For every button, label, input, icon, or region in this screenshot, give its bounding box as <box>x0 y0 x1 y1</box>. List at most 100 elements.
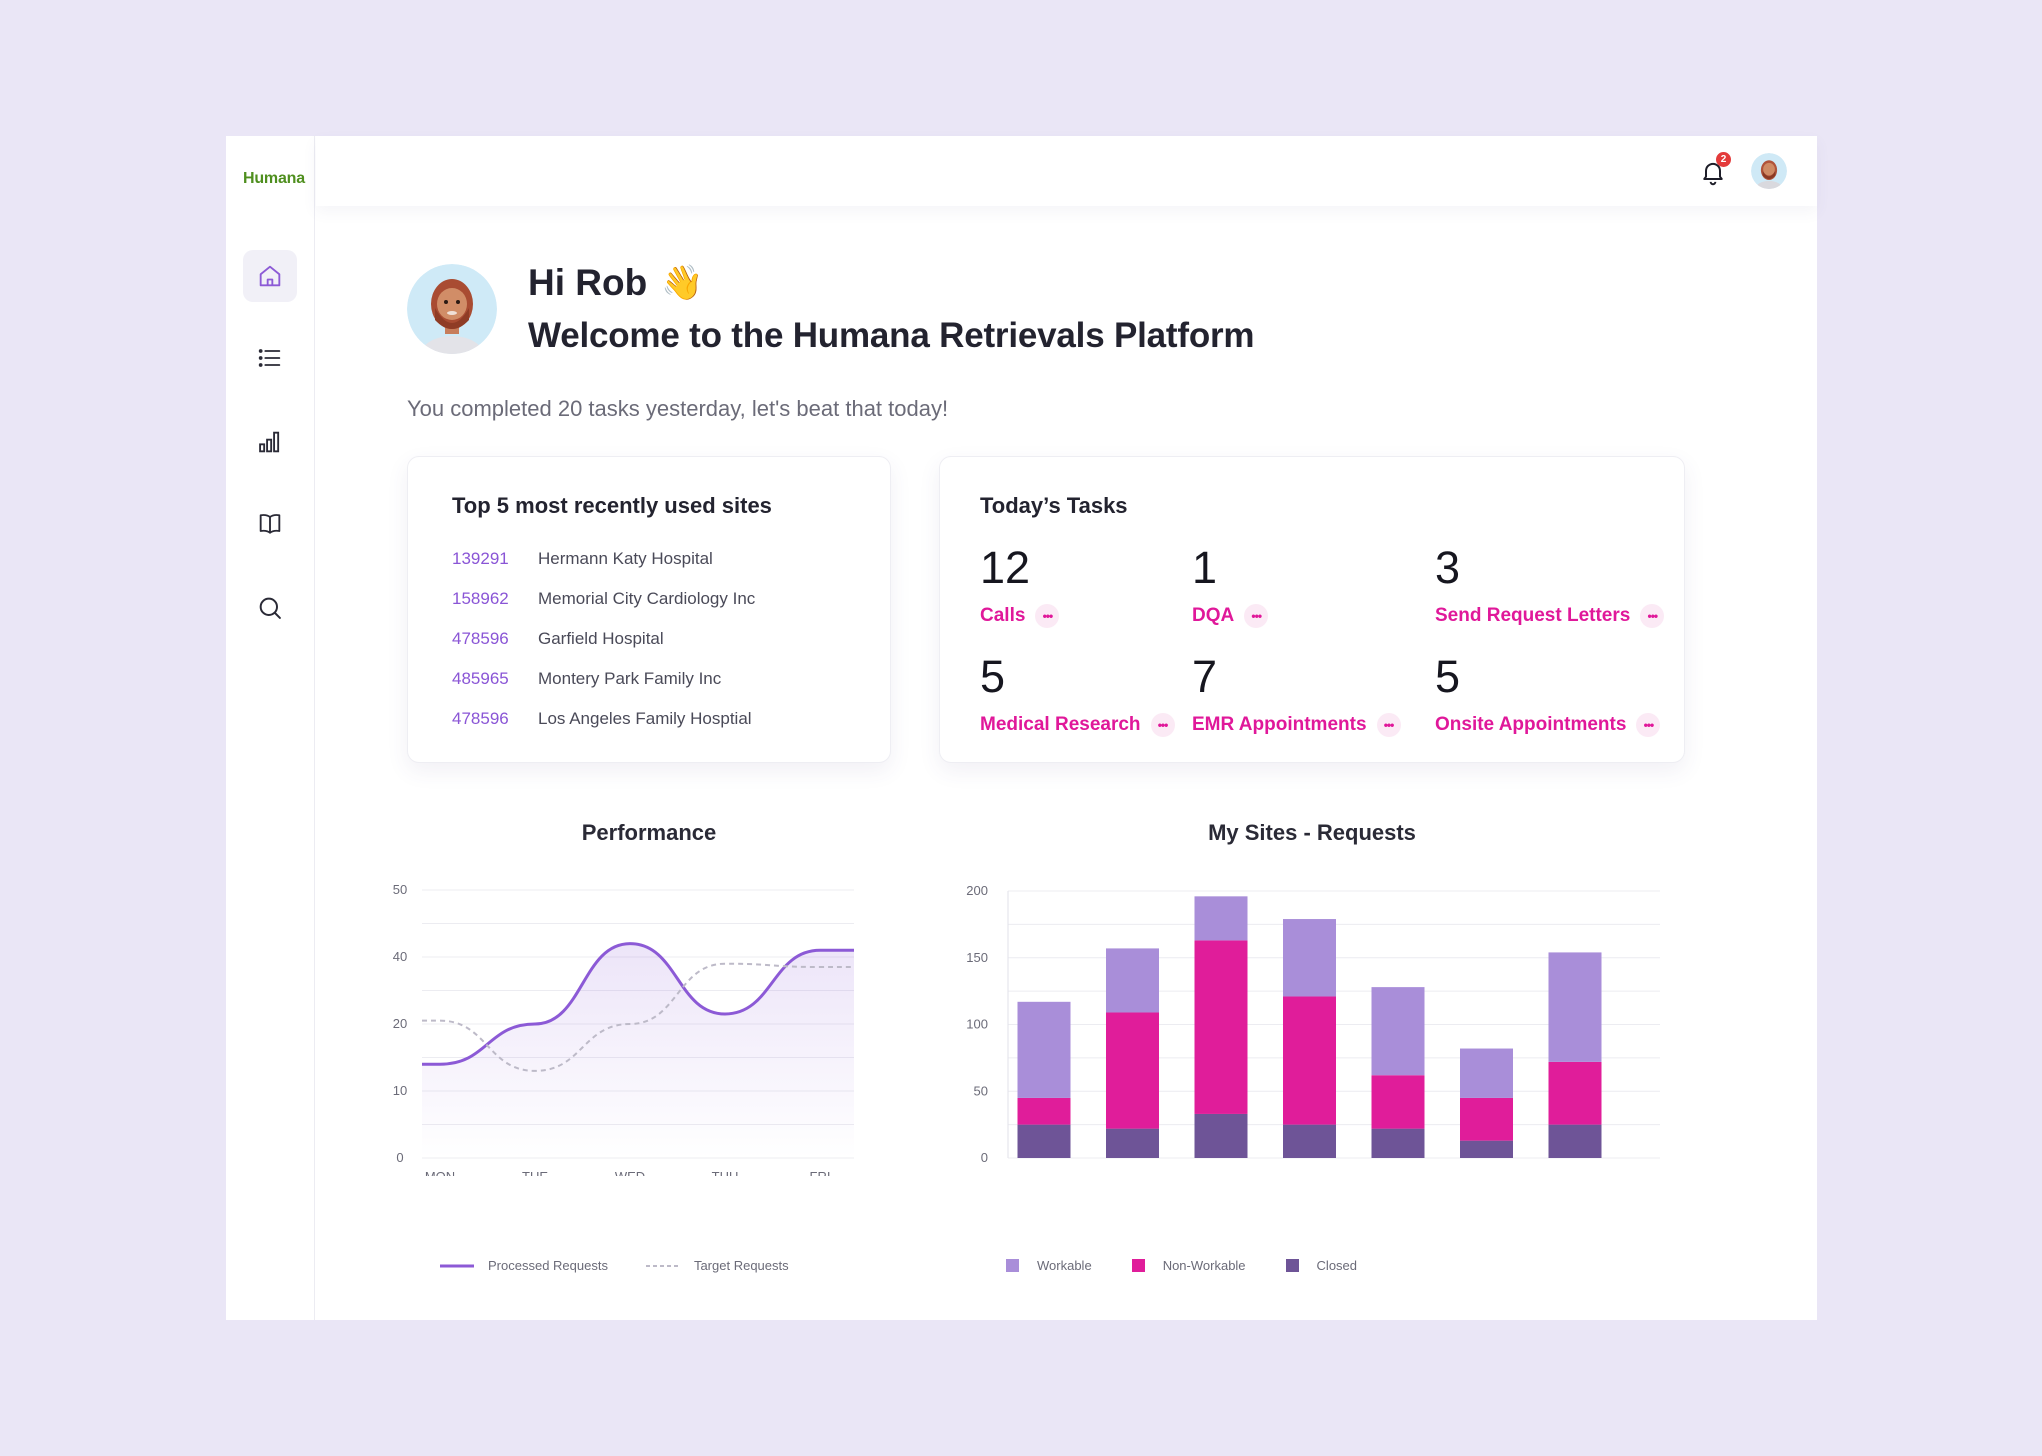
task-label[interactable]: Onsite Appointments <box>1435 714 1627 735</box>
bell-icon[interactable] <box>1699 158 1727 186</box>
x-tick-label: FRI <box>810 1169 831 1176</box>
processed-requests-line <box>422 942 854 1066</box>
list-item[interactable]: 478596 Los Angeles Family Hosptial <box>452 709 752 729</box>
greeting-heading: Hi Rob 👋 <box>528 262 704 304</box>
list-item[interactable]: 139291 Hermann Katy Hospital <box>452 549 713 569</box>
performance-chart: 010204050MON3/1TUE3/2WED3/3THU3/4FRI3/5 <box>393 882 854 1176</box>
bar-segment-closed <box>1194 1113 1248 1158</box>
list-item[interactable]: 485965 Montery Park Family Inc <box>452 669 721 689</box>
more-options-icon[interactable]: ••• <box>1035 604 1060 628</box>
sidebar-item-reports[interactable] <box>243 416 297 468</box>
site-name: Hermann Katy Hospital <box>538 549 713 568</box>
welcome-heading: Welcome to the Humana Retrievals Platfor… <box>528 316 1255 355</box>
bar-segment-non-workable <box>1283 996 1336 1125</box>
y-tick-label: 150 <box>966 950 988 965</box>
y-tick-label: 0 <box>981 1150 988 1165</box>
x-tick-label: WED <box>615 1169 645 1176</box>
processed-area <box>422 943 854 1158</box>
legend-workable-label: Workable <box>1037 1258 1092 1273</box>
bar-segment-workable <box>1106 948 1159 1013</box>
bar-chart-icon <box>259 431 280 453</box>
task-emr-appointments[interactable]: 7 EMR Appointments ••• <box>1192 654 1401 737</box>
bar-segment-non-workable <box>1194 940 1248 1114</box>
task-count: 5 <box>980 651 1006 702</box>
app-window: Humana 2 Hi Rob 👋 Welcome to the Humana … <box>226 136 1817 1320</box>
welcome-subtitle: You completed 20 tasks yesterday, let's … <box>407 396 949 421</box>
sidebar-item-home[interactable] <box>243 250 297 302</box>
task-onsite-appointments[interactable]: 5 Onsite Appointments ••• <box>1435 651 1661 737</box>
task-label[interactable]: DQA <box>1192 605 1235 626</box>
bar-segment-non-workable <box>1460 1097 1513 1141</box>
y-tick-label: 100 <box>966 1017 988 1032</box>
task-label[interactable]: EMR Appointments <box>1192 714 1367 735</box>
legend-closed-swatch <box>1285 1259 1299 1272</box>
sidebar-item-list[interactable] <box>243 332 297 384</box>
more-options-icon[interactable]: ••• <box>1376 713 1401 737</box>
legend-target-label: Target Requests <box>693 1258 789 1273</box>
task-count: 3 <box>1435 542 1461 593</box>
task-count: 5 <box>1435 651 1461 702</box>
list-item[interactable]: 478596 Garfield Hospital <box>452 629 664 649</box>
y-tick-label: 50 <box>974 1083 988 1098</box>
more-options-icon[interactable]: ••• <box>1150 713 1175 737</box>
bar-segment-closed <box>1548 1124 1602 1158</box>
sidebar-item-library[interactable] <box>243 498 297 550</box>
wave-emoji-icon: 👋 <box>661 264 704 302</box>
bar-segment-closed <box>1460 1140 1513 1158</box>
y-tick-label: 20 <box>393 1016 407 1031</box>
more-options-icon[interactable]: ••• <box>1636 713 1661 737</box>
site-id[interactable]: 478596 <box>452 709 509 728</box>
sites-requests-legend: Workable Non-Workable Closed <box>1006 1258 1365 1273</box>
legend-target-swatch <box>645 1264 680 1267</box>
task-calls[interactable]: 12 Calls ••• <box>980 542 1060 628</box>
site-name: Garfield Hospital <box>538 629 664 648</box>
task-medical-research[interactable]: 5 Medical Research ••• <box>980 654 1175 737</box>
top-bar: 2 <box>316 136 1817 206</box>
task-dqa[interactable]: 1 DQA ••• <box>1192 542 1269 628</box>
todays-tasks-card: Today’s Tasks 12 Calls ••• 1 DQA ••• 3 Sen… <box>939 456 1685 763</box>
x-tick-label: TUE <box>522 1169 548 1176</box>
search-icon <box>259 597 281 619</box>
greeting-text: Hi Rob <box>528 262 648 303</box>
bar-segment-non-workable <box>1106 1012 1159 1129</box>
bar-segment-closed <box>1371 1128 1425 1158</box>
y-tick-label: 200 <box>966 883 988 898</box>
y-tick-label: 50 <box>393 882 407 897</box>
bar-segment-closed <box>1017 1124 1071 1158</box>
legend-processed-swatch <box>440 1264 474 1267</box>
sites-requests-chart: 0501001502001/17-1/231/24-1/301/31-2/62/… <box>966 883 1660 1165</box>
task-label[interactable]: Medical Research <box>980 714 1141 735</box>
legend-nonworkable-swatch <box>1131 1259 1145 1272</box>
bar-segment-non-workable <box>1548 1061 1602 1125</box>
user-avatar[interactable] <box>1751 153 1787 189</box>
bar-segment-workable <box>1194 896 1248 941</box>
site-name: Memorial City Cardiology Inc <box>538 589 756 608</box>
target-requests-line <box>422 962 854 1072</box>
task-count: 7 <box>1192 651 1218 702</box>
task-label[interactable]: Send Request Letters <box>1435 605 1631 626</box>
task-count: 1 <box>1192 542 1218 593</box>
bar-segment-non-workable <box>1017 1097 1071 1125</box>
recent-sites-card: Top 5 most recently used sites 139291 He… <box>407 456 891 763</box>
recent-sites-title: Top 5 most recently used sites <box>452 493 772 518</box>
more-options-icon[interactable]: ••• <box>1640 604 1665 628</box>
y-tick-label: 40 <box>393 949 407 964</box>
list-item[interactable]: 158962 Memorial City Cardiology Inc <box>452 589 755 609</box>
sidebar-item-search[interactable] <box>243 582 297 634</box>
bar-segment-workable <box>1017 1001 1071 1098</box>
site-id[interactable]: 139291 <box>452 549 509 568</box>
bar-segment-workable <box>1460 1048 1513 1098</box>
performance-chart-title: Performance <box>581 820 717 845</box>
bar-segment-workable <box>1371 987 1425 1076</box>
notification-badge: 2 <box>1716 152 1731 167</box>
site-id[interactable]: 485965 <box>452 669 509 688</box>
site-id[interactable]: 478596 <box>452 629 509 648</box>
humana-logo[interactable]: Humana <box>243 170 305 187</box>
book-icon <box>259 514 281 534</box>
task-label[interactable]: Calls <box>980 605 1026 626</box>
task-send-request-letters[interactable]: 3 Send Request Letters ••• <box>1435 542 1665 628</box>
task-count: 12 <box>980 542 1031 593</box>
more-options-icon[interactable]: ••• <box>1244 604 1269 628</box>
site-id[interactable]: 158962 <box>452 589 509 608</box>
bar-segment-closed <box>1283 1124 1336 1158</box>
